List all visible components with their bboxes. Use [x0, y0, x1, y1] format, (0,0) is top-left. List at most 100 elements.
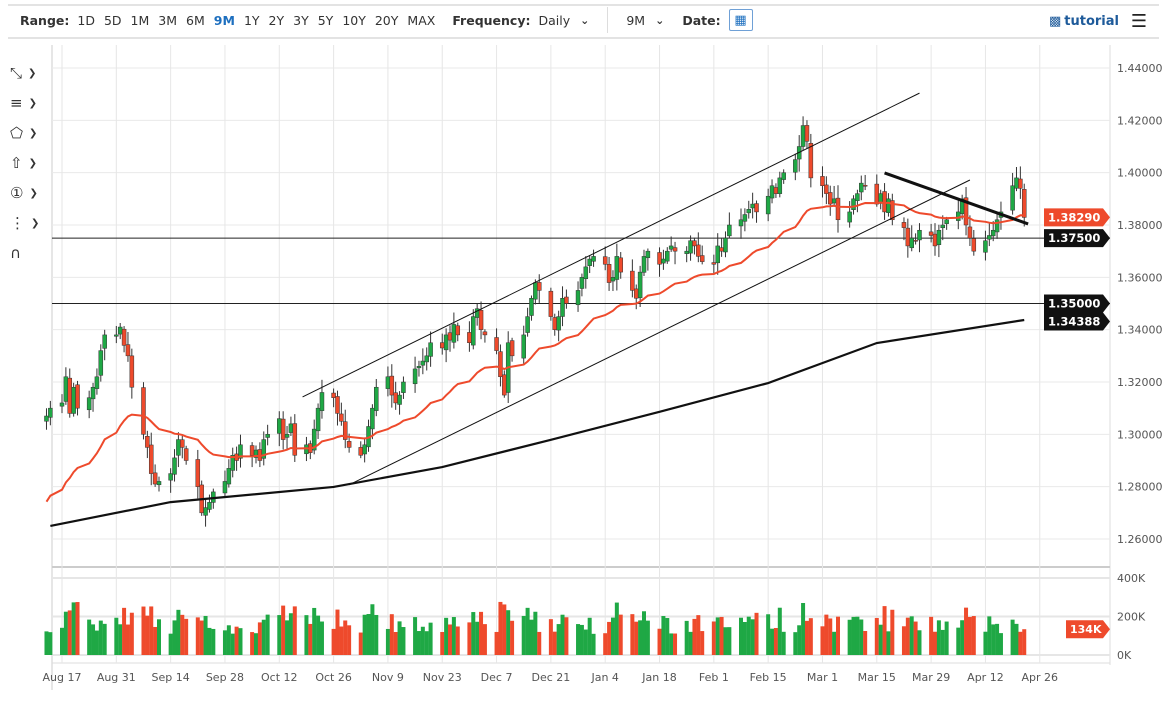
candle: [439, 342, 445, 349]
candle: [98, 350, 104, 376]
range-5y[interactable]: 5Y: [317, 12, 334, 28]
candle: [831, 198, 837, 204]
volume-bar: [618, 614, 623, 655]
candle: [385, 376, 391, 389]
volume-bar: [983, 631, 988, 655]
candle: [552, 317, 558, 330]
period-dropdown[interactable]: 9M ⌄: [626, 13, 664, 28]
volume-bar: [416, 631, 421, 655]
range-6m[interactable]: 6M: [186, 12, 205, 28]
frequency-value: Daily: [538, 12, 571, 28]
tutorial-link[interactable]: ▩ tutorial: [1049, 14, 1119, 29]
magnet-icon[interactable]: ∩: [10, 244, 21, 262]
candle: [1010, 185, 1015, 211]
range-20y[interactable]: 20Y: [374, 12, 399, 28]
range-3y[interactable]: 3Y: [293, 12, 309, 28]
volume-bar: [998, 633, 1003, 655]
x-tick-label: Jan 4: [590, 671, 618, 684]
range-1y[interactable]: 1Y: [243, 12, 260, 28]
candle: [963, 197, 969, 226]
range-1m[interactable]: 1M: [130, 12, 150, 28]
candle: [211, 491, 216, 503]
candle: [750, 203, 755, 209]
volume-bar: [234, 626, 239, 655]
calendar-icon[interactable]: ▦: [728, 9, 753, 31]
candle: [304, 444, 309, 455]
volume-bar: [847, 619, 852, 655]
candle: [238, 444, 243, 459]
candle: [71, 386, 76, 414]
candle: [48, 407, 53, 418]
range-max[interactable]: MAX: [407, 12, 436, 28]
hamburger-menu-icon[interactable]: ☰: [1130, 11, 1147, 32]
frequency-dropdown[interactable]: Daily ⌄: [538, 13, 589, 28]
candle: [536, 282, 542, 291]
candle: [471, 316, 476, 346]
candle: [288, 423, 294, 433]
volume-bar: [370, 604, 375, 655]
volume-bar: [882, 606, 887, 655]
volume-bar: [909, 616, 914, 655]
candle: [505, 342, 511, 393]
volume-bar: [750, 619, 755, 655]
range-9m[interactable]: 9M: [213, 12, 235, 28]
volume-bar: [960, 620, 965, 655]
candle: [277, 418, 282, 434]
volume-bar: [642, 611, 646, 655]
x-tick-label: Oct 26: [315, 671, 352, 684]
line-tool-icon[interactable]: ⤡ ❯: [10, 64, 37, 82]
candle: [738, 219, 744, 227]
candle: [564, 296, 569, 304]
candle: [280, 418, 286, 440]
volume-bar: [510, 620, 515, 655]
range-10y[interactable]: 10Y: [342, 12, 366, 28]
volume-tick-label: 0K: [1117, 649, 1132, 662]
trend-line[interactable]: [884, 171, 1029, 226]
candle: [862, 185, 868, 187]
range-3m[interactable]: 3M: [158, 12, 178, 28]
candle: [90, 386, 96, 400]
volume-bar: [583, 629, 588, 655]
candle: [645, 250, 651, 259]
volume-bar: [226, 625, 231, 655]
trend-line[interactable]: [348, 179, 971, 486]
indicator-tool-icon[interactable]: ⋮ ❯: [10, 214, 40, 232]
volume-bar: [556, 624, 561, 655]
volume-bar: [230, 633, 235, 655]
shape-tool-icon[interactable]: ⬠ ❯: [10, 124, 38, 142]
candle: [393, 392, 398, 404]
candle: [668, 245, 674, 250]
volume-bar: [304, 615, 309, 655]
candle: [699, 255, 705, 262]
volume-bar: [319, 621, 324, 655]
candle: [342, 421, 348, 440]
volume-bar: [393, 632, 398, 655]
fib-tool-icon[interactable]: ≡ ❯: [10, 94, 37, 112]
candle: [265, 434, 270, 438]
price-label-text: 1.34388: [1048, 315, 1100, 329]
candle: [447, 332, 453, 341]
range-5d[interactable]: 5D: [103, 12, 122, 28]
x-tick-label: Aug 17: [43, 671, 82, 684]
volume-bar: [141, 606, 146, 655]
candle: [587, 258, 592, 266]
range-2y[interactable]: 2Y: [268, 12, 285, 28]
candle: [684, 250, 689, 254]
volume-bar: [482, 624, 487, 655]
candle: [86, 397, 92, 411]
range-1d[interactable]: 1D: [77, 12, 95, 28]
x-tick-label: Apr 12: [967, 671, 1004, 684]
volume-bar: [339, 626, 344, 655]
volume-bar: [746, 616, 751, 655]
volume-bar: [634, 621, 639, 655]
arrow-tool-icon[interactable]: ⇧ ❯: [10, 154, 37, 172]
annotation-tool-icon[interactable]: ① ❯: [10, 184, 38, 202]
trend-line[interactable]: [302, 92, 920, 398]
candle: [936, 229, 942, 245]
volume-bar: [700, 631, 705, 655]
range-label: Range:: [20, 12, 70, 28]
candle: [591, 256, 596, 262]
candle: [665, 250, 670, 262]
candle: [502, 374, 507, 396]
